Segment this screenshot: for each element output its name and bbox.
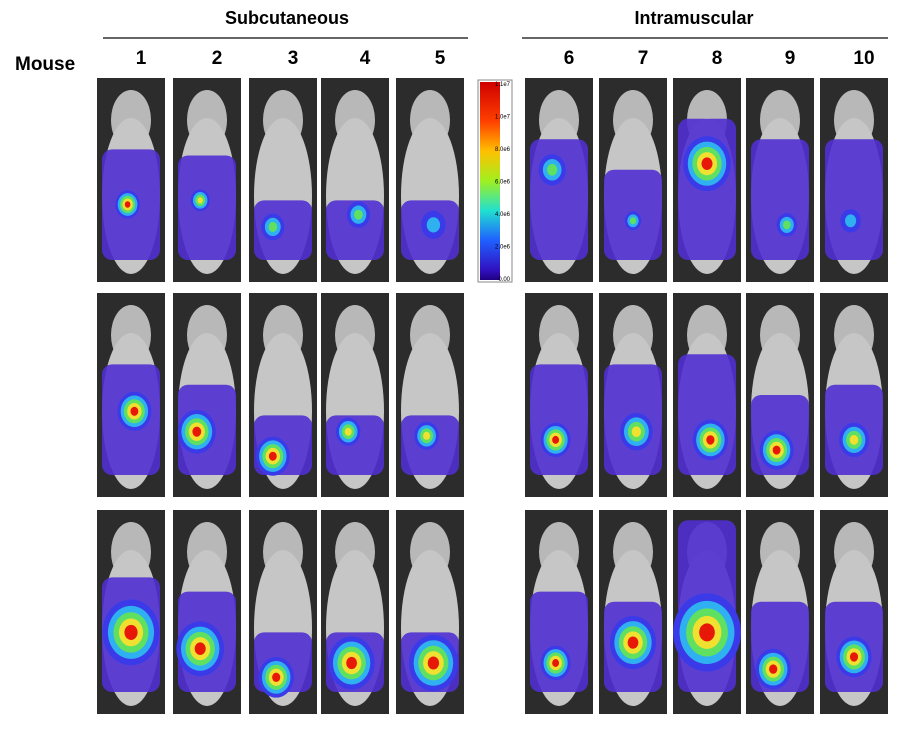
signal-blob	[192, 426, 202, 437]
signal-blob	[346, 656, 357, 670]
mouse-image	[321, 510, 389, 714]
signal-blob	[354, 209, 363, 220]
colorbar	[480, 82, 500, 280]
signal-blob	[547, 163, 558, 176]
mouse-number: 8	[712, 48, 723, 69]
signal-blob	[423, 431, 431, 440]
mouse-image	[525, 78, 593, 282]
mouse-number: 10	[853, 48, 874, 69]
mouse-image	[599, 510, 667, 714]
mouse-image	[173, 510, 241, 714]
signal-blob	[268, 451, 277, 461]
signal-blob	[426, 217, 441, 233]
mouse-image	[249, 510, 317, 714]
colorbar-label: 1.1e7	[495, 82, 511, 88]
mouse-number: 6	[564, 48, 575, 69]
signal-blob	[427, 656, 440, 670]
mouse-image	[820, 78, 888, 282]
colorbar-label: 6.0e6	[495, 180, 511, 186]
signal-blob	[124, 201, 131, 208]
mouse-image	[673, 78, 741, 282]
mouse-image	[97, 78, 165, 282]
colorbar-label: 4.0e6	[495, 212, 511, 218]
mouse-number: 4	[360, 48, 371, 69]
colorbar-label: 2.0e6	[495, 245, 511, 251]
mouse-image	[599, 293, 667, 497]
signal-region	[530, 364, 588, 475]
mouse-number: 5	[435, 48, 446, 69]
signal-blob	[706, 435, 715, 445]
signal-blob	[124, 624, 138, 640]
signal-blob	[552, 435, 560, 444]
signal-blob	[699, 623, 715, 642]
mouse-number: 7	[638, 48, 649, 69]
mouse-image	[97, 510, 165, 714]
mouse-number: 2	[212, 48, 223, 69]
mouse-image	[173, 293, 241, 497]
signal-blob	[344, 427, 352, 436]
signal-blob	[849, 652, 859, 662]
group-title: Subcutaneous	[225, 8, 349, 28]
signal-blob	[552, 659, 560, 667]
mouse-image	[673, 510, 741, 714]
mouse-image	[746, 510, 814, 714]
mouse-image	[599, 78, 667, 282]
signal-blob	[782, 220, 791, 230]
signal-region	[751, 139, 809, 260]
colorbar-label: 8.0e6	[495, 147, 511, 153]
signal-blob	[701, 157, 713, 170]
mouse-image	[396, 510, 464, 714]
signal-blob	[627, 636, 639, 649]
mouse-image	[525, 293, 593, 497]
mouse-number: 9	[785, 48, 796, 69]
mouse-image	[173, 78, 241, 282]
signal-blob	[631, 426, 642, 438]
signal-blob	[268, 221, 278, 232]
mouse-number: 1	[136, 48, 147, 69]
mouse-number: 3	[288, 48, 299, 69]
signal-blob	[769, 664, 778, 674]
mouse-label: Mouse	[15, 54, 75, 75]
signal-blob	[629, 217, 637, 225]
signal-blob	[845, 214, 857, 228]
signal-blob	[272, 672, 281, 682]
signal-blob	[849, 434, 859, 445]
signal-blob	[194, 642, 206, 656]
signal-blob	[197, 197, 203, 204]
mouse-image	[321, 78, 389, 282]
signal-region	[825, 139, 883, 260]
mouse-image	[746, 293, 814, 497]
mouse-image	[525, 510, 593, 714]
mouse-image	[97, 293, 165, 497]
mouse-image	[249, 78, 317, 282]
signal-blob	[772, 445, 781, 455]
colorbar-label: 0.00	[498, 277, 510, 283]
mouse-image	[396, 293, 464, 497]
signal-blob	[130, 406, 139, 416]
mouse-image	[249, 293, 317, 497]
colorbar-label: 1.0e7	[495, 115, 511, 121]
mouse-image	[820, 293, 888, 497]
group-title: Intramuscular	[634, 8, 753, 28]
mouse-image	[321, 293, 389, 497]
mouse-image	[673, 293, 741, 497]
mouse-image	[820, 510, 888, 714]
mouse-image	[396, 78, 464, 282]
mouse-image	[746, 78, 814, 282]
